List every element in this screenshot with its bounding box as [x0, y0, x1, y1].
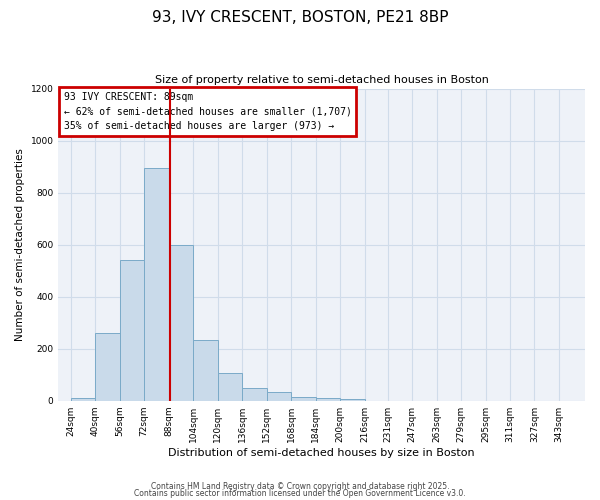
X-axis label: Distribution of semi-detached houses by size in Boston: Distribution of semi-detached houses by … [169, 448, 475, 458]
Text: Contains HM Land Registry data © Crown copyright and database right 2025.: Contains HM Land Registry data © Crown c… [151, 482, 449, 491]
Title: Size of property relative to semi-detached houses in Boston: Size of property relative to semi-detach… [155, 75, 488, 85]
Text: Contains public sector information licensed under the Open Government Licence v3: Contains public sector information licen… [134, 490, 466, 498]
Text: 93 IVY CRESCENT: 89sqm
← 62% of semi-detached houses are smaller (1,707)
35% of : 93 IVY CRESCENT: 89sqm ← 62% of semi-det… [64, 92, 352, 132]
Text: 93, IVY CRESCENT, BOSTON, PE21 8BP: 93, IVY CRESCENT, BOSTON, PE21 8BP [152, 10, 448, 25]
Bar [95, 333, 119, 400]
Bar [71, 398, 95, 400]
Bar [291, 397, 316, 400]
Bar [119, 260, 144, 400]
Bar [316, 398, 340, 400]
Bar [242, 388, 266, 400]
Y-axis label: Number of semi-detached properties: Number of semi-detached properties [15, 148, 25, 341]
Bar [193, 340, 218, 400]
Bar [218, 374, 242, 400]
Bar [144, 168, 169, 400]
Bar [266, 392, 291, 400]
Bar [169, 244, 193, 400]
